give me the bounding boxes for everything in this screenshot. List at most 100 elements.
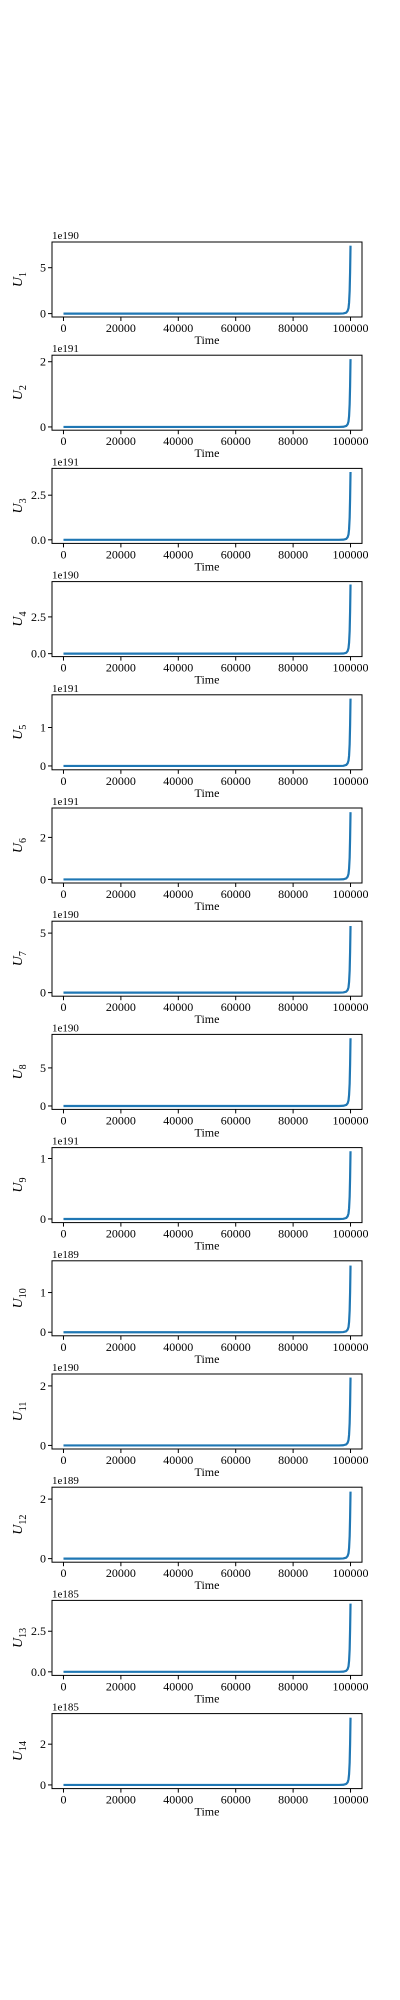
x-tick-label: 40000: [163, 887, 193, 901]
y-axis-label-subscript: 13: [18, 1628, 29, 1638]
x-tick-label: 40000: [163, 1340, 193, 1354]
x-tick-label: 100000: [333, 547, 369, 561]
offset-text: 1e191: [52, 683, 79, 695]
y-axis-label: U5: [11, 725, 29, 740]
x-tick-label: 0: [60, 1113, 66, 1127]
x-tick-label: 80000: [278, 434, 308, 448]
axes-frame: [51, 1373, 363, 1450]
y-axis-label: U13: [11, 1628, 29, 1648]
series-line: [63, 698, 352, 768]
y-tick-label: 5: [40, 1061, 46, 1075]
axes-frame: [51, 694, 363, 771]
x-tick-label: 20000: [106, 434, 136, 448]
y-axis-label-main: U: [11, 502, 26, 513]
y-tick-label: 2.5: [31, 610, 46, 624]
series-line: [63, 245, 352, 315]
y-axis-label: U12: [11, 1515, 29, 1535]
y-axis-label-subscript: 1: [18, 272, 29, 277]
x-tick-label: 100000: [333, 434, 369, 448]
offset-text: 1e190: [52, 1022, 79, 1034]
x-tick-label: 100000: [333, 1453, 369, 1467]
x-tick-label: 100000: [333, 321, 369, 335]
subplot-10: 0 20000 40000 60000 80000 100000 0 1 1e189 Time U1…: [11, 1249, 369, 1366]
x-axis-label: Time: [195, 899, 220, 913]
series-line: [63, 925, 352, 994]
series-line: [63, 471, 352, 541]
x-tick-label: 0: [60, 1679, 66, 1693]
y-tick-label: 1: [40, 720, 46, 734]
y-tick-label: 2: [40, 1492, 46, 1506]
x-tick-label: 0: [60, 774, 66, 788]
y-tick-label: 2: [40, 355, 46, 369]
y-axis-label-main: U: [11, 955, 26, 966]
x-tick-label: 0: [60, 1453, 66, 1467]
y-axis-label-main: U: [11, 616, 26, 627]
offset-text: 1e190: [52, 570, 79, 582]
x-tick-label: 40000: [163, 1679, 193, 1693]
x-tick-label: 0: [60, 1227, 66, 1241]
x-tick-label: 60000: [221, 1566, 251, 1580]
y-axis-label-main: U: [11, 276, 26, 287]
subplot-5: 0 20000 40000 60000 80000 100000 0 1 1e191 Time U5: [11, 683, 369, 800]
x-tick-label: 20000: [106, 1793, 136, 1807]
x-axis-label: Time: [195, 559, 220, 573]
x-tick-label: 20000: [106, 1566, 136, 1580]
subplot-4: 0 20000 40000 60000 80000 100000 0.0 2.5 1e190 Ti…: [11, 570, 369, 687]
x-axis-label: Time: [195, 1805, 220, 1819]
x-tick-label: 20000: [106, 1227, 136, 1241]
x-tick-label: 100000: [333, 1000, 369, 1014]
y-tick-label: 0: [40, 1212, 46, 1226]
y-axis-label-subscript: 14: [18, 1741, 29, 1751]
series-line: [63, 1377, 352, 1447]
x-axis-label: Time: [195, 1352, 220, 1366]
offset-text: 1e189: [52, 1249, 79, 1261]
x-tick-label: 0: [60, 434, 66, 448]
y-axis-label-main: U: [11, 389, 26, 400]
y-axis-label-subscript: 11: [18, 1402, 29, 1412]
axes-frame: [51, 920, 363, 997]
subplot-1: 0 20000 40000 60000 80000 100000 0 5 1e190 Time U1: [11, 230, 369, 347]
y-axis-label-main: U: [11, 1297, 26, 1308]
y-axis-label-subscript: 12: [18, 1515, 29, 1525]
x-tick-label: 20000: [106, 661, 136, 675]
offset-text: 1e185: [52, 1588, 79, 1600]
y-axis-label-subscript: 10: [18, 1288, 29, 1298]
y-axis-label-subscript: 3: [18, 498, 29, 503]
y-axis-label: U4: [11, 612, 29, 627]
series-line: [63, 1717, 352, 1787]
axes-frame: [51, 467, 363, 544]
x-tick-label: 80000: [278, 774, 308, 788]
offset-text: 1e190: [52, 909, 79, 921]
y-tick-label: 2: [40, 830, 46, 844]
series-line: [63, 584, 352, 655]
x-axis-label: Time: [195, 1465, 220, 1479]
x-tick-label: 60000: [221, 1000, 251, 1014]
series-line: [63, 359, 352, 429]
axes-frame: [51, 807, 363, 884]
y-axis-label: U3: [11, 498, 29, 513]
x-tick-label: 40000: [163, 1227, 193, 1241]
offset-text: 1e190: [52, 1362, 79, 1374]
x-tick-label: 40000: [163, 1453, 193, 1467]
y-axis-label-main: U: [11, 1068, 26, 1079]
y-tick-label: 0.0: [31, 647, 46, 661]
y-axis-label-subscript: 2: [18, 385, 29, 390]
y-axis-label: U11: [11, 1402, 29, 1422]
x-tick-label: 100000: [333, 1340, 369, 1354]
y-tick-label: 0: [40, 759, 46, 773]
x-tick-label: 0: [60, 1000, 66, 1014]
y-tick-label: 2.5: [31, 488, 46, 502]
x-tick-label: 20000: [106, 1000, 136, 1014]
y-tick-label: 0: [40, 307, 46, 321]
y-axis-label: U10: [11, 1288, 29, 1308]
axes-frame: [51, 1599, 363, 1676]
y-axis-label-subscript: 6: [18, 838, 29, 843]
axes-frame: [51, 1033, 363, 1110]
x-tick-label: 80000: [278, 661, 308, 675]
subplot-12: 0 20000 40000 60000 80000 100000 0 2 1e189 Time U1…: [11, 1475, 369, 1592]
x-tick-label: 80000: [278, 321, 308, 335]
x-tick-label: 40000: [163, 1113, 193, 1127]
x-tick-label: 40000: [163, 1793, 193, 1807]
y-tick-label: 0: [40, 1552, 46, 1566]
